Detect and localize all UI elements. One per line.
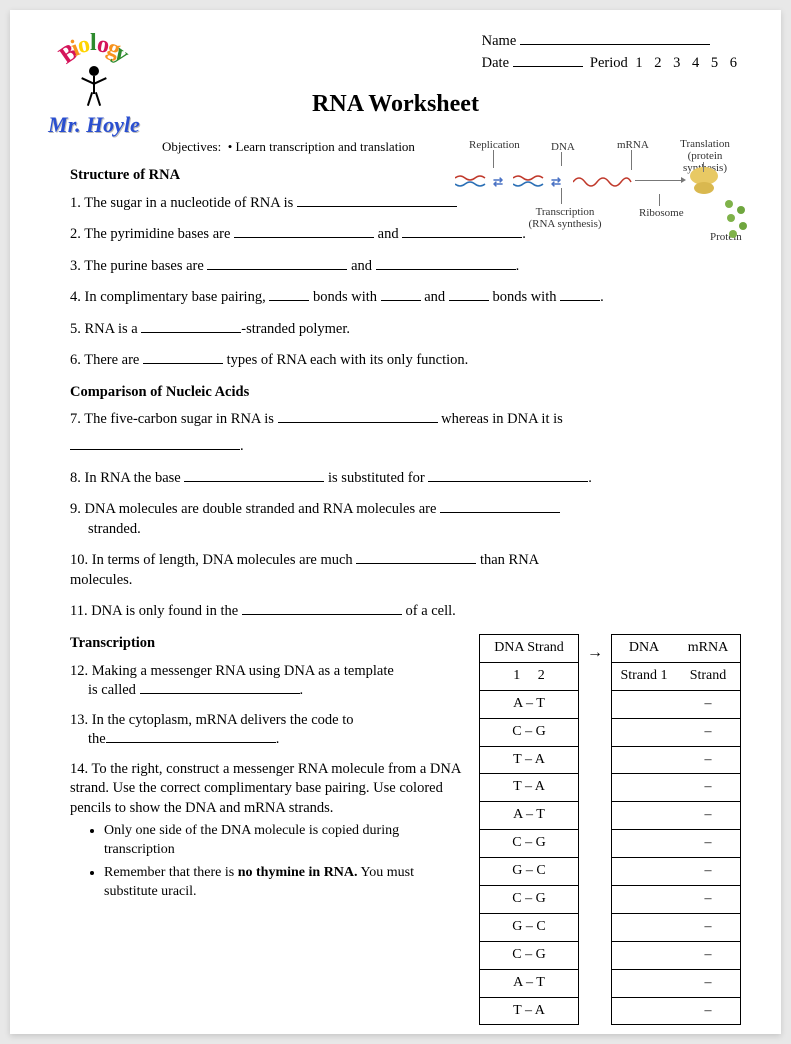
diagram-label-replication: Replication (469, 138, 520, 153)
question-14: 14. To the right, construct a messenger … (70, 760, 467, 902)
table-cell (612, 718, 677, 746)
teacher-name: Mr. Hoyle (34, 110, 154, 140)
ribosome-icon (687, 166, 721, 201)
table-cell: – (676, 690, 741, 718)
biology-logo: B i o l o g y Mr. Hoyle (34, 30, 154, 140)
protein-icon (723, 198, 751, 253)
mrna-strand-table: DNAmRNA Strand 1Strand – – – – – – – – –… (611, 634, 741, 1025)
table-cell: A – T (480, 969, 579, 997)
table-cell (612, 885, 677, 913)
date-blank (513, 55, 583, 67)
table-cell (612, 997, 677, 1025)
table-cell (612, 969, 677, 997)
name-blank (520, 33, 710, 45)
helix-icon (455, 174, 489, 188)
objectives-label: Objectives: (162, 139, 221, 154)
header-name-date: Name Date Period 1 2 3 4 5 6 (482, 32, 741, 75)
table-cell: A – T (480, 802, 579, 830)
table-cell: – (676, 858, 741, 886)
table-subheader: Strand (676, 662, 741, 690)
table-cell: G – C (480, 858, 579, 886)
transcription-section: Transcription 12. Making a messenger RNA… (70, 634, 741, 1025)
table-cell: T – A (480, 746, 579, 774)
period-label: Period (590, 55, 628, 71)
question-3: 3. The purine bases are and . (70, 257, 741, 277)
table-cell: C – G (480, 941, 579, 969)
section-transcription-heading: Transcription (70, 634, 467, 654)
bullet-item: Only one side of the DNA molecule is cop… (104, 822, 467, 860)
stick-figure-icon (79, 66, 109, 108)
table-cell: – (676, 718, 741, 746)
table-cell: – (676, 997, 741, 1025)
table-subheader: 1 2 (480, 662, 579, 690)
diagram-label-mrna: mRNA (617, 138, 649, 153)
date-line: Date Period 1 2 3 4 5 6 (482, 54, 741, 74)
question-9: 9. DNA molecules are double stranded and… (70, 500, 741, 539)
table-header: DNA (612, 634, 677, 662)
helix-icon (513, 174, 547, 188)
table-cell (612, 913, 677, 941)
table-cell: G – C (480, 913, 579, 941)
table-cell: – (676, 913, 741, 941)
diagram-label-dna: DNA (551, 140, 575, 155)
question-12: 12. Making a messenger RNA using DNA as … (70, 662, 467, 701)
section-comparison-heading: Comparison of Nucleic Acids (70, 383, 741, 403)
table-cell (612, 941, 677, 969)
table-cell: – (676, 941, 741, 969)
table-cell (612, 858, 677, 886)
arrow-icon: → (587, 634, 603, 664)
question-8: 8. In RNA the base is substituted for . (70, 469, 741, 489)
table-cell (612, 690, 677, 718)
transcription-tables: DNA Strand 1 2 A – T C – G T – A T – A A… (479, 634, 741, 1025)
diagram-label-ribosome: Ribosome (639, 206, 684, 221)
question-7: 7. The five-carbon sugar in RNA is where… (70, 410, 741, 456)
table-cell (612, 774, 677, 802)
question-10: 10. In terms of length, DNA molecules ar… (70, 551, 741, 590)
question-5: 5. RNA is a -stranded polymer. (70, 320, 741, 340)
table-cell: – (676, 802, 741, 830)
mrna-icon (573, 174, 633, 190)
period-numbers: 1 2 3 4 5 6 (635, 55, 741, 71)
table-cell: T – A (480, 997, 579, 1025)
q14-bullets: Only one side of the DNA molecule is cop… (104, 822, 467, 902)
transcription-questions: Transcription 12. Making a messenger RNA… (70, 634, 467, 912)
table-subheader: Strand 1 (612, 662, 677, 690)
bullet-item: Remember that there is no thymine in RNA… (104, 864, 467, 902)
objectives-text: • Learn transcription and translation (228, 139, 415, 154)
question-6: 6. There are types of RNA each with its … (70, 351, 741, 371)
table-cell: – (676, 969, 741, 997)
table-cell: C – G (480, 885, 579, 913)
worksheet-content: Structure of RNA 1. The sugar in a nucle… (70, 166, 741, 1025)
table-cell (612, 746, 677, 774)
table-cell: T – A (480, 774, 579, 802)
table-cell (612, 802, 677, 830)
question-13: 13. In the cytoplasm, mRNA delivers the … (70, 711, 467, 750)
table-cell (612, 830, 677, 858)
question-4: 4. In complimentary base pairing, bonds … (70, 288, 741, 308)
table-cell: C – G (480, 830, 579, 858)
table-cell: – (676, 885, 741, 913)
question-11: 11. DNA is only found in the of a cell. (70, 602, 741, 622)
name-label: Name (482, 33, 517, 49)
dna-strand-table: DNA Strand 1 2 A – T C – G T – A T – A A… (479, 634, 579, 1025)
date-label: Date (482, 55, 509, 71)
table-header: DNA Strand (480, 634, 579, 662)
central-dogma-diagram: Replication DNA mRNA Translation (protei… (455, 138, 755, 258)
name-line: Name (482, 32, 741, 52)
table-cell: – (676, 830, 741, 858)
worksheet-page: Name Date Period 1 2 3 4 5 6 B i o l o g… (10, 10, 781, 1034)
table-cell: C – G (480, 718, 579, 746)
diagram-label-transcription: Transcription (RNA synthesis) (525, 206, 605, 230)
table-cell: A – T (480, 690, 579, 718)
biology-wordart: B i o l o g y (34, 30, 154, 62)
double-arrow-icon: ⇄ (551, 174, 559, 190)
table-cell: – (676, 746, 741, 774)
double-arrow-icon: ⇄ (493, 174, 501, 190)
table-cell: – (676, 774, 741, 802)
table-header: mRNA (676, 634, 741, 662)
